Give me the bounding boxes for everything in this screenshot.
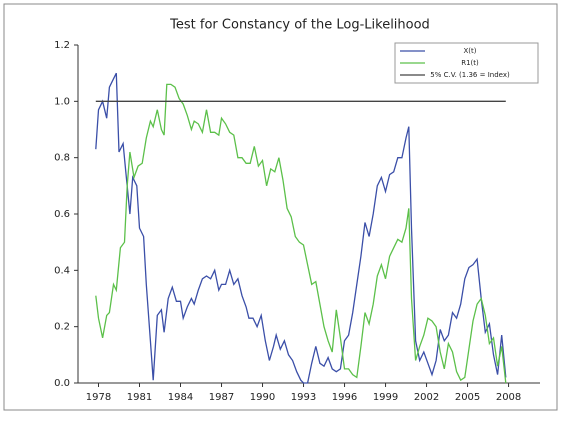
x-tick-label: 1990 — [250, 392, 275, 403]
y-tick-label: 0.4 — [54, 265, 70, 276]
y-tick-label: 1.0 — [54, 96, 70, 107]
legend-label: X(t) — [463, 47, 476, 55]
x-tick-label: 1993 — [291, 392, 316, 403]
x-tick-label: 1996 — [332, 392, 357, 403]
legend-label: R1(t) — [461, 59, 479, 67]
x-tick-label: 2008 — [496, 392, 521, 403]
x-tick-label: 1984 — [168, 392, 193, 403]
y-tick-label: 0.6 — [54, 209, 70, 220]
x-tick-label: 2005 — [455, 392, 480, 403]
y-tick-label: 0.0 — [54, 378, 70, 389]
x-tick-label: 2002 — [414, 392, 439, 403]
x-tick-label: 1987 — [209, 392, 234, 403]
legend-label: 5% C.V. (1.36 = Index) — [430, 71, 510, 79]
y-tick-label: 0.8 — [54, 153, 70, 164]
chart-title: Test for Constancy of the Log-Likelihood — [169, 18, 430, 33]
y-tick-label: 1.2 — [54, 40, 70, 51]
x-tick-label: 1981 — [127, 392, 152, 403]
series-line — [95, 83, 507, 384]
y-tick-label: 0.2 — [54, 322, 70, 333]
x-tick-label: 1978 — [86, 392, 111, 403]
series-line — [95, 72, 507, 384]
x-tick-label: 1999 — [373, 392, 398, 403]
